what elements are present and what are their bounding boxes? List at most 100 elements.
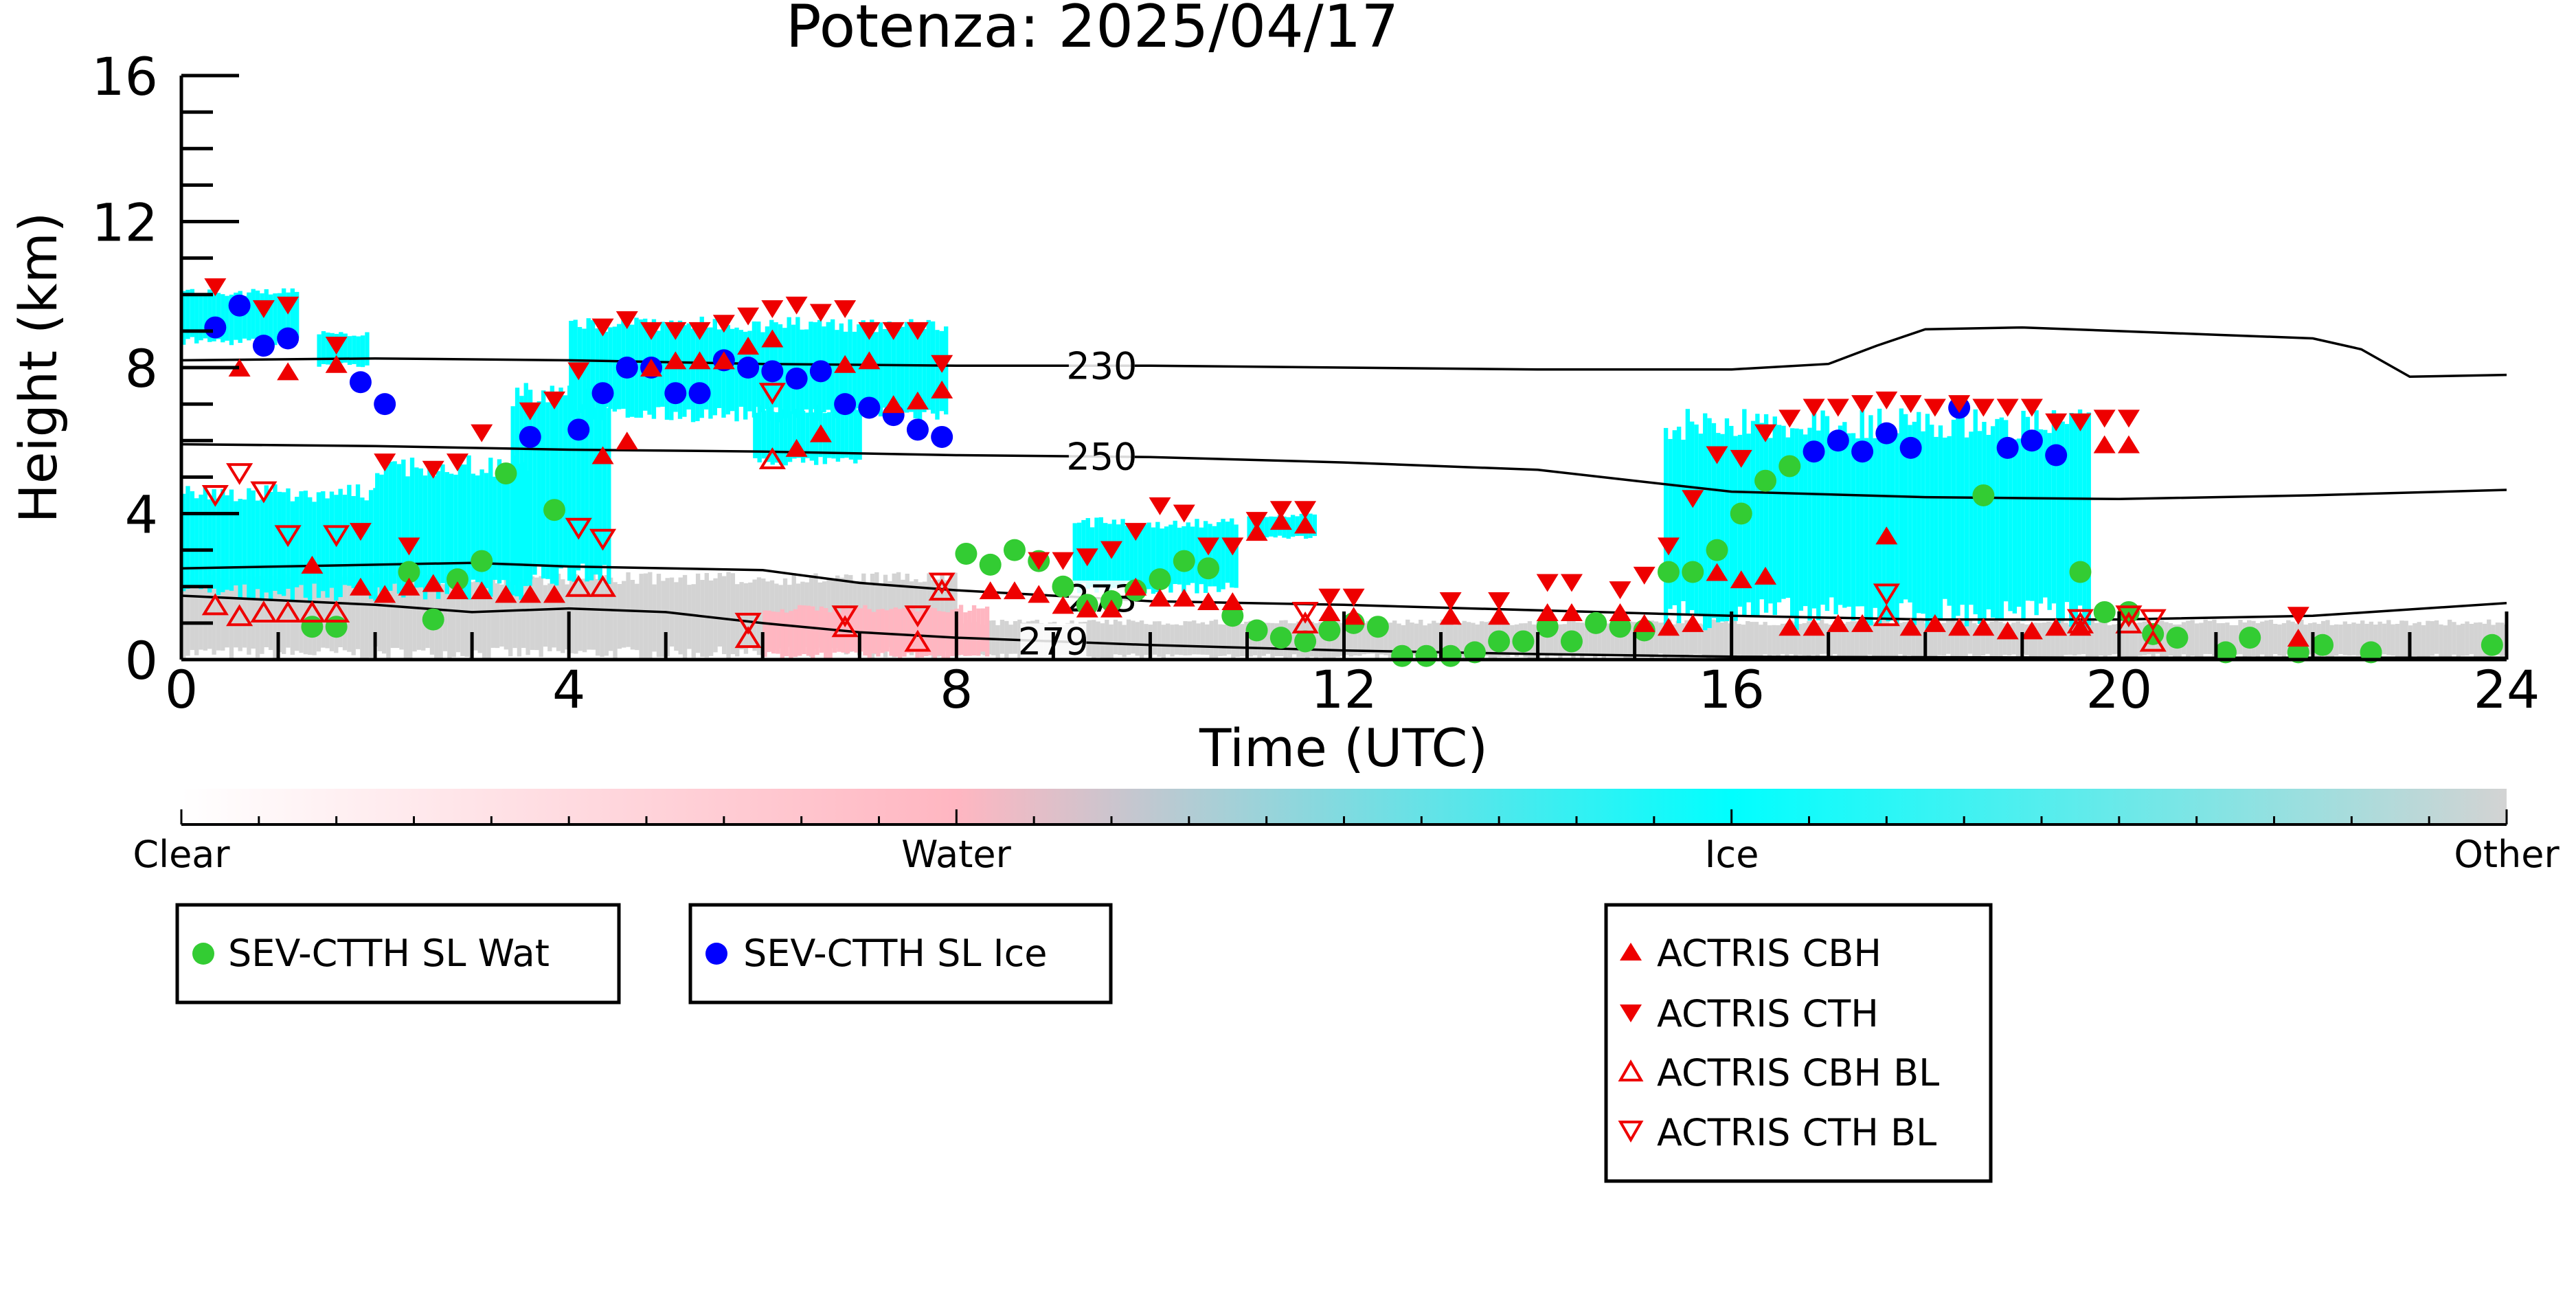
ice-cloud <box>1694 424 1699 614</box>
point-actris-cth <box>2020 398 2043 417</box>
other-layer <box>1627 621 1633 659</box>
point-actris-cth <box>1706 446 1728 464</box>
ice-cloud <box>1986 434 1991 609</box>
legend-water: SEV-CTTH SL Wat <box>175 903 621 1004</box>
other-layer <box>2421 625 2426 659</box>
other-layer <box>1161 625 1166 658</box>
point-sev-ctth-sl-ice <box>1875 422 1898 445</box>
ice-cloud <box>840 407 845 458</box>
ice-cloud <box>392 461 397 584</box>
ice-cloud <box>431 475 436 584</box>
point-sev-ctth-sl-wat <box>1221 605 1244 627</box>
water-cloud <box>762 610 767 658</box>
other-layer <box>1610 620 1615 656</box>
point-actris-cth <box>1657 537 1680 556</box>
point-sev-ctth-sl-wat <box>1657 561 1680 583</box>
point-actris-cbh <box>1948 618 1971 636</box>
ice-cloud <box>216 498 221 595</box>
ice-cloud <box>1990 426 1996 618</box>
ice-cloud <box>594 407 598 575</box>
ice-cloud <box>896 330 901 413</box>
water-cloud <box>967 610 972 656</box>
ice-cloud <box>273 293 278 346</box>
point-actris-cth <box>2117 409 2140 428</box>
other-layer <box>2277 624 2282 656</box>
ice-cloud <box>242 295 247 339</box>
ice-cloud <box>457 464 463 594</box>
ice-cloud <box>2047 433 2052 610</box>
ice-cloud <box>2038 429 2044 604</box>
ice-cloud <box>690 328 696 423</box>
other-layer <box>347 576 352 652</box>
point-actris-cth-bl <box>323 525 350 548</box>
ice-cloud <box>1820 410 1825 605</box>
water-cloud <box>841 606 846 653</box>
ice-cloud <box>484 473 489 589</box>
ice-cloud <box>303 491 308 598</box>
other-layer <box>2469 623 2474 655</box>
other-layer <box>1859 619 1864 658</box>
other-layer <box>569 574 574 653</box>
ice-cloud <box>1125 525 1130 583</box>
point-actris-cth <box>1536 574 1559 592</box>
other-layer <box>622 581 626 648</box>
ice-cloud <box>1969 431 1974 605</box>
point-sev-ctth-sl-wat <box>1294 630 1317 653</box>
point-sev-ctth-sl-ice <box>688 382 711 405</box>
x-tick-label: 8 <box>940 659 973 720</box>
other-layer <box>1876 623 1881 656</box>
other-layer <box>1383 622 1388 655</box>
ice-cloud <box>409 458 415 580</box>
other-layer <box>526 580 530 655</box>
point-actris-cbh <box>1851 614 1874 632</box>
other-layer <box>1741 625 1746 656</box>
water-cloud <box>919 609 925 658</box>
other-layer <box>2207 620 2213 655</box>
ice-cloud <box>883 329 888 408</box>
point-actris-cbh <box>1052 596 1074 614</box>
other-layer <box>2037 622 2042 660</box>
point-actris-cth <box>1245 512 1268 530</box>
legend-actris-frame <box>1604 903 1993 1183</box>
point-sev-ctth-sl-wat <box>2312 633 2334 656</box>
ice-cloud <box>299 491 304 585</box>
ice-cloud <box>247 488 251 598</box>
point-actris-cth <box>1827 398 1849 417</box>
other-layer <box>1706 623 1711 658</box>
other-layer <box>1680 623 1685 660</box>
legend-cbh-marker <box>1620 943 1642 961</box>
ice-cloud <box>356 336 361 367</box>
point-sev-ctth-sl-wat <box>1512 630 1535 653</box>
point-actris-cbh <box>1076 599 1098 618</box>
water-cloud <box>902 607 907 657</box>
point-actris-cbh <box>615 431 638 450</box>
water-cloud <box>793 609 798 658</box>
ice-cloud <box>352 335 357 364</box>
ice-cloud <box>1995 418 2000 620</box>
other-layer <box>1322 624 1327 660</box>
point-actris-cbh <box>1778 618 1801 636</box>
ice-cloud <box>229 294 234 346</box>
ice-cloud <box>904 322 909 413</box>
point-sev-ctth-sl-wat <box>1269 627 1292 649</box>
point-sev-ctth-sl-wat <box>955 542 978 565</box>
other-layer <box>1780 623 1785 654</box>
ice-cloud <box>1098 517 1104 584</box>
other-layer <box>1540 620 1546 656</box>
ice-cloud <box>1864 438 1869 624</box>
point-actris-cth <box>1875 391 1898 409</box>
ice-cloud <box>316 492 321 598</box>
point-actris-cth <box>1342 588 1365 607</box>
other-layer <box>704 572 709 658</box>
point-actris-cth <box>688 322 711 340</box>
legend-water-label: SEV-CTTH SL Wat <box>228 932 550 975</box>
point-sev-ctth-sl-wat <box>1173 550 1195 572</box>
other-layer <box>2024 624 2029 655</box>
ice-cloud <box>1199 527 1204 585</box>
other-layer <box>451 585 456 658</box>
ice-cloud <box>761 410 767 459</box>
ice-cloud <box>805 412 810 458</box>
other-layer <box>1344 624 1349 655</box>
ice-cloud <box>1195 519 1199 594</box>
other-layer <box>2465 621 2470 656</box>
